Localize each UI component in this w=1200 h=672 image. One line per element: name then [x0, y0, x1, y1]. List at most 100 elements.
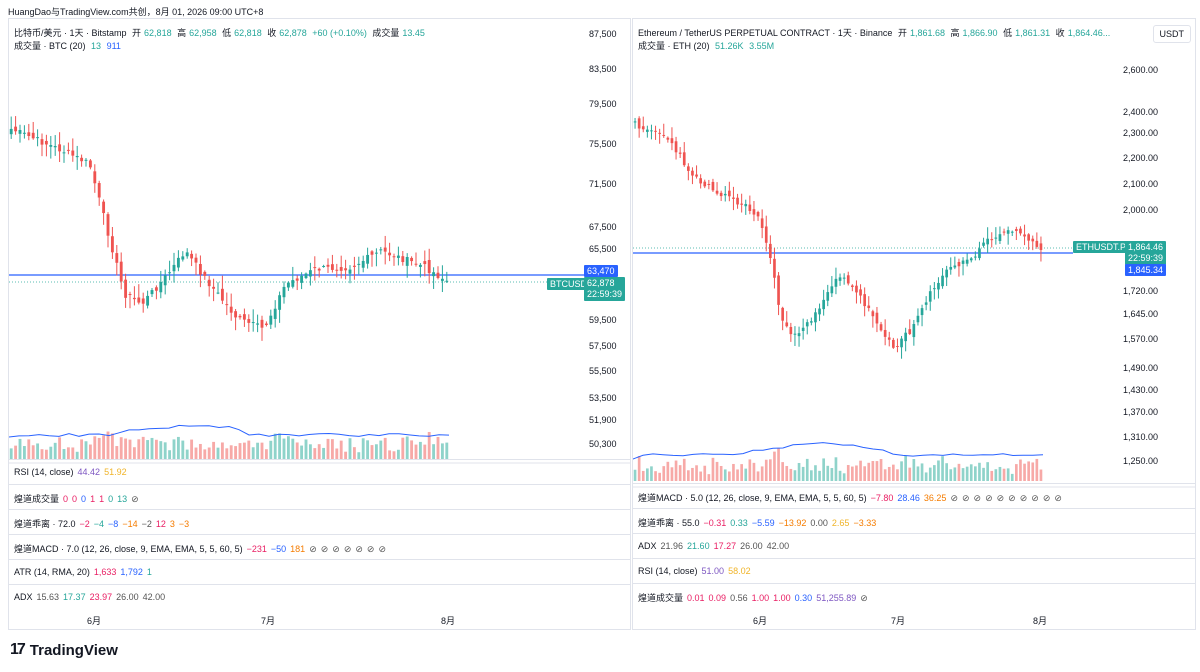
candle-body: [904, 332, 907, 342]
indicator-pane[interactable]: 煌道成交量 0.01 0.09 0.56 1.00 1.00 0.30 51,255.89 ⊘: [633, 583, 1195, 608]
currency-unit-button[interactable]: USDT: [1152, 25, 1191, 43]
volume-bar: [366, 440, 370, 459]
volume-bar: [326, 438, 330, 459]
indicator-name[interactable]: 煌道乖离 · 55.0: [638, 518, 700, 528]
volume-bar: [58, 437, 62, 459]
candle-body: [27, 132, 31, 137]
indicator-pane[interactable]: 煌道MACD · 5.0 (12, 26, close, 9, EMA, EMA…: [633, 483, 1195, 508]
candle-body: [181, 256, 185, 260]
indicator-pane[interactable]: 煌道成交量 0 0 0 1 1 0 13 ⊘: [9, 484, 630, 509]
indicator-name[interactable]: RSI (14, close): [638, 566, 698, 576]
volume-bar: [1015, 464, 1018, 481]
candle-body: [22, 132, 26, 134]
eth-chart-panel[interactable]: 2,600.00 2,400.00 2,300.00 2,200.00 2,100.00…: [632, 18, 1196, 630]
eth-symbol-title[interactable]: Ethereum / TetherUS PERPETUAL CONTRACT ·…: [638, 28, 893, 38]
btc-symbol-title[interactable]: 比特币/美元 · 1天 · Bitstamp: [14, 28, 127, 38]
price-axis-label: 2,200.00: [1123, 153, 1158, 163]
volume-bar: [682, 458, 686, 481]
indicator-name[interactable]: ADX: [638, 541, 657, 551]
indicator-name[interactable]: 煌道成交量: [14, 494, 60, 504]
volume-bar: [965, 466, 969, 481]
indicator-value: ⊘: [355, 544, 363, 554]
indicator-name[interactable]: 煌道MACD · 5.0 (12, 26, close, 9, EMA, EMA…: [638, 493, 867, 503]
indicator-pane[interactable]: RSI (14, close) 51.00 58.02: [633, 558, 1195, 583]
indicator-name[interactable]: RSI (14, close): [14, 467, 74, 477]
volume-bar: [216, 447, 220, 459]
candle-body: [953, 265, 957, 268]
price-axis-label: 1,720.00: [1123, 286, 1158, 296]
indicator-legend: 煌道MACD · 7.0 (12, 26, close, 9, EMA, EMA…: [14, 542, 390, 555]
candle-body: [216, 292, 220, 294]
indicator-pane[interactable]: ATR (14, RMA, 20) 1,633 1,792 1: [9, 559, 630, 584]
indicator-pane[interactable]: ADX 15.63 17.37 23.97 26.00 42.00: [9, 584, 630, 609]
btc-chart-panel[interactable]: 87,500 83,500 79,500 75,500 71,500 67,500 65,5…: [8, 18, 631, 630]
indicator-value: 1: [90, 494, 96, 504]
candle-body: [711, 181, 715, 191]
indicator-legend: 煌道乖离 · 55.0 −0.31 0.33 −5.59 −13.92 0.00 2.65−…: [638, 516, 880, 529]
candle-body: [974, 256, 977, 258]
eth-price-chart[interactable]: 2,600.00 2,400.00 2,300.00 2,200.00 2,100.00…: [633, 19, 1195, 489]
indicator-value: 0.00: [810, 518, 828, 528]
volume-bar: [1019, 459, 1022, 481]
indicator-value: 36.25: [923, 493, 947, 503]
indicator-value: 0: [63, 494, 69, 504]
candle-body: [892, 339, 895, 348]
volume-bar: [707, 474, 711, 481]
indicator-pane[interactable]: 煌道乖离 · 72.0 −2 −4 −8 −14 −2 12 3 −3: [9, 509, 630, 534]
volume-bar: [789, 468, 793, 481]
candle-body: [256, 323, 260, 325]
candle-body: [859, 289, 862, 296]
btc-price-chart[interactable]: 87,500 83,500 79,500 75,500 71,500 67,500 65,5…: [9, 19, 630, 464]
indicator-name[interactable]: ATR (14, RMA, 20): [14, 567, 90, 577]
indicator-name[interactable]: 煌道乖离 · 72.0: [14, 519, 76, 529]
candle-body: [172, 264, 176, 272]
candle-body: [93, 171, 97, 184]
indicator-value: ⊘: [1008, 493, 1016, 503]
candle-body: [260, 319, 264, 328]
volume-bar: [842, 473, 846, 481]
candle-body: [379, 249, 383, 251]
indicator-pane[interactable]: RSI (14, close) 44.42 51.92: [9, 459, 630, 484]
volume-bar: [748, 459, 752, 481]
candle-body: [383, 247, 387, 252]
indicator-name[interactable]: ADX: [14, 592, 33, 602]
price-axis-label: 2,000.00: [1123, 205, 1158, 215]
volume-bar: [44, 449, 48, 459]
indicator-value: 1,792: [120, 567, 143, 577]
price-axis-label: 79,500: [589, 99, 617, 109]
volume-bar: [260, 442, 264, 459]
volume-bar: [928, 467, 932, 481]
indicator-pane[interactable]: 煌道乖离 · 55.0 −0.31 0.33 −5.59 −13.92 0.00 2.65−…: [633, 508, 1195, 533]
candle-body: [658, 132, 661, 134]
volume-bar: [674, 460, 678, 481]
eth-month-jul: 7月: [891, 616, 906, 626]
btc-close: 62,878: [279, 28, 307, 38]
volume-bar: [941, 456, 944, 481]
volume-bar: [887, 466, 891, 481]
candle-body: [225, 304, 229, 306]
eth-legend: Ethereum / TetherUS PERPETUAL CONTRACT ·…: [638, 28, 1111, 38]
volume-bar: [933, 465, 936, 481]
indicator-name[interactable]: 煌道MACD · 7.0 (12, 26, close, 9, EMA, EMA…: [14, 544, 243, 554]
indicator-value: 181: [290, 544, 306, 554]
candle-body: [282, 286, 286, 298]
btc-high: 62,958: [189, 28, 217, 38]
volume-bar: [401, 437, 405, 459]
volume-bar: [978, 462, 981, 481]
volume-bar: [1035, 458, 1039, 481]
indicator-value: 21.60: [687, 541, 710, 551]
candle-body: [789, 326, 793, 335]
volume-bar: [1027, 461, 1030, 481]
candle-body: [49, 145, 53, 147]
tradingview-logo[interactable]: 17 TradingView: [10, 641, 118, 659]
candle-body: [330, 264, 334, 270]
indicator-value: 0.30: [794, 593, 813, 603]
indicator-pane[interactable]: ADX 21.96 21.60 17.27 26.00 42.00: [633, 533, 1195, 558]
candle-body: [97, 183, 101, 198]
candle-body: [308, 270, 312, 277]
volume-bar: [793, 470, 797, 481]
indicator-value: ⊘: [950, 493, 958, 503]
indicator-pane[interactable]: 煌道MACD · 7.0 (12, 26, close, 9, EMA, EMA…: [9, 534, 630, 559]
price-axis-label: 1,645.00: [1123, 309, 1158, 319]
indicator-name[interactable]: 煌道成交量: [638, 593, 684, 603]
